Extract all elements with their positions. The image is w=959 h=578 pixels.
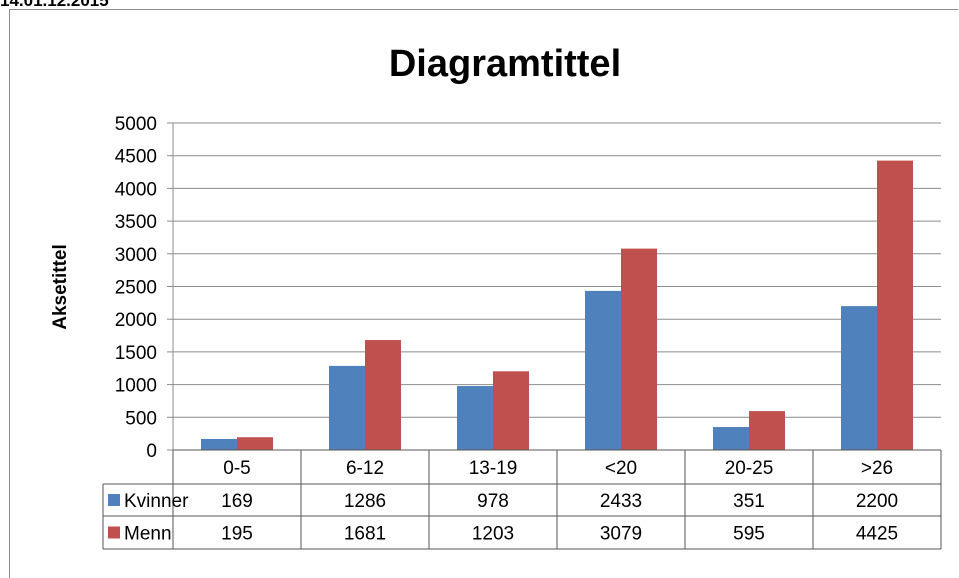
- bar-kvinner: [201, 438, 237, 450]
- bar-menn: [749, 411, 785, 450]
- bar-menn: [365, 340, 401, 450]
- bar-kvinner: [841, 306, 877, 450]
- category-label: 20-25: [725, 458, 774, 479]
- data-label: 195: [221, 524, 253, 545]
- data-label: 978: [477, 491, 509, 512]
- data-label: 351: [733, 491, 765, 512]
- y-tick-label: 4500: [115, 147, 157, 168]
- y-tick-label: 1000: [115, 376, 157, 397]
- bar-kvinner: [457, 386, 493, 450]
- bar-menn: [237, 437, 273, 450]
- y-tick-label: 4000: [115, 179, 157, 200]
- data-label: 1203: [472, 524, 514, 545]
- legend-label-kvinner: Kvinner: [124, 491, 189, 512]
- page-header-text: 14.01.12.2015: [0, 0, 109, 10]
- y-tick-label: 3500: [115, 212, 157, 233]
- y-axis-ticks: 0 500 1000 1500 2000 2500 3000 3500 4000 4500 5000: [115, 114, 173, 462]
- bar-kvinner: [329, 365, 365, 450]
- bar-menn: [621, 248, 657, 450]
- y-tick-label: 3000: [115, 245, 157, 266]
- chart-frame: [9, 9, 958, 578]
- y-tick-label: 0: [146, 441, 157, 462]
- data-label: 2200: [856, 491, 898, 512]
- legend-swatch-menn: [108, 526, 120, 539]
- category-label: <20: [605, 458, 637, 479]
- legend-swatch-kvinner: [108, 494, 120, 506]
- data-label: 3079: [600, 524, 642, 545]
- y-tick-label: 2000: [115, 310, 157, 331]
- bar-kvinner: [713, 427, 749, 450]
- y-axis-title: Aksetittel: [50, 244, 71, 330]
- data-label: 4425: [856, 524, 898, 545]
- y-tick-label: 2500: [115, 278, 157, 299]
- data-label: 169: [221, 491, 253, 512]
- legend-label-menn: Menn: [124, 524, 172, 545]
- gridlines: [172, 122, 941, 451]
- category-label: 6-12: [346, 458, 384, 479]
- data-label: 595: [733, 524, 765, 545]
- chart-title: Diagramtittel: [389, 43, 621, 85]
- y-tick-label: 500: [125, 408, 157, 429]
- data-table: 0-5 6-12 13-19 <20 20-25 >26 Kvinner 169 1286 978…: [102, 449, 942, 550]
- data-label: 1681: [344, 524, 386, 545]
- bar-menn: [493, 371, 529, 450]
- bar-kvinner: [585, 290, 621, 450]
- data-label: 2433: [600, 491, 642, 512]
- data-label: 1286: [344, 491, 386, 512]
- y-tick-label: 5000: [115, 114, 157, 135]
- category-label: 0-5: [223, 458, 250, 479]
- bar-menn: [877, 160, 913, 451]
- category-label: 13-19: [469, 458, 518, 479]
- bars: [201, 160, 913, 451]
- category-label: >26: [861, 458, 893, 479]
- y-tick-label: 1500: [115, 343, 157, 364]
